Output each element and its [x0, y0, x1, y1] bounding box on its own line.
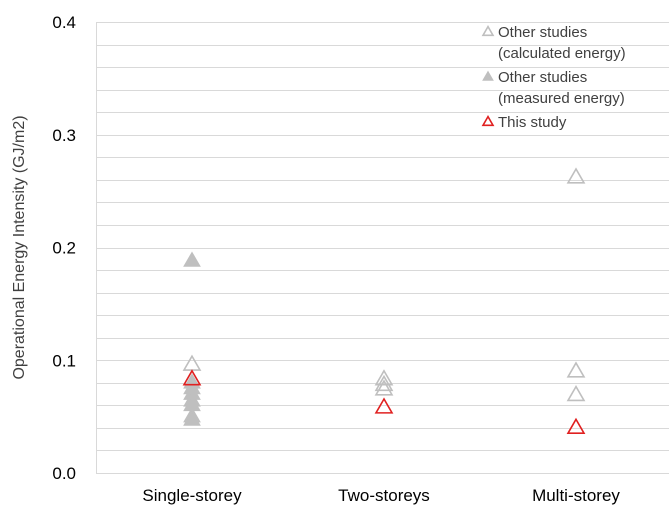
data-point [182, 354, 202, 371]
data-points [182, 167, 586, 434]
y-tick-label: 0.4 [52, 13, 76, 32]
data-point [566, 361, 586, 378]
legend-marker [482, 70, 494, 81]
legend-marker [481, 115, 495, 127]
y-tick-label: 0.1 [52, 351, 76, 370]
series-1 [183, 251, 201, 426]
legend-label: Other studies [498, 69, 587, 86]
y-tick-label: 0.3 [52, 126, 76, 145]
x-tick-label: Multi-storey [532, 486, 620, 505]
data-point [374, 369, 394, 386]
data-point [182, 369, 202, 386]
x-tick-labels: Single-storey Two-storeys Multi-storey [142, 486, 620, 505]
data-point [183, 251, 201, 267]
data-point [566, 417, 586, 434]
legend-marker [481, 25, 495, 37]
series-2 [182, 369, 586, 434]
gridlines [96, 22, 669, 451]
data-point [374, 397, 394, 414]
legend-label: This study [498, 114, 567, 131]
y-tick-label: 0.2 [52, 239, 76, 258]
y-tick-labels: 0.0 0.1 0.2 0.3 0.4 [52, 13, 76, 483]
data-point [374, 374, 394, 392]
series-0 [182, 167, 586, 402]
y-tick-label: 0.0 [52, 464, 76, 483]
x-tick-label: Single-storey [142, 486, 242, 505]
axes [96, 22, 669, 474]
legend-label: (measured energy) [498, 90, 625, 107]
legend-label: (calculated energy) [498, 45, 626, 62]
legend-label: Other studies [498, 24, 587, 41]
data-point [374, 379, 394, 396]
x-tick-label: Two-storeys [338, 486, 430, 505]
data-point [183, 410, 201, 426]
data-point [566, 385, 586, 402]
data-point [566, 167, 586, 184]
y-axis-title: Operational Energy Intensity (GJ/m2) [11, 115, 28, 379]
legend: Other studies (calculated energy) Other st… [481, 24, 626, 131]
